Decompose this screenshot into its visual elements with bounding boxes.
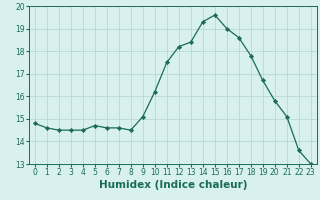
- X-axis label: Humidex (Indice chaleur): Humidex (Indice chaleur): [99, 180, 247, 190]
